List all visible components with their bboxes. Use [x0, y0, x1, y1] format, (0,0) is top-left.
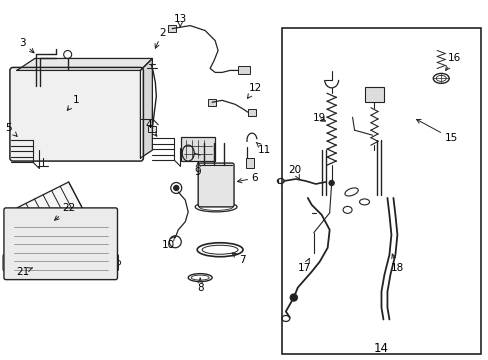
Text: 3: 3: [20, 37, 34, 53]
Bar: [247, 109, 255, 116]
Text: 15: 15: [416, 120, 457, 143]
FancyBboxPatch shape: [3, 255, 15, 271]
Bar: [208, 99, 216, 106]
Text: 16: 16: [445, 54, 460, 71]
Text: 2: 2: [155, 28, 165, 48]
Text: 19: 19: [312, 113, 325, 123]
FancyBboxPatch shape: [106, 255, 118, 271]
Text: 22: 22: [55, 203, 75, 220]
FancyBboxPatch shape: [10, 67, 143, 161]
Polygon shape: [9, 182, 90, 254]
Polygon shape: [17, 58, 152, 71]
Text: 13: 13: [173, 14, 186, 27]
Bar: [205, 181, 219, 195]
Text: 7: 7: [232, 253, 245, 265]
Text: 11: 11: [256, 142, 271, 155]
Text: 1: 1: [67, 95, 79, 111]
Text: 10: 10: [162, 236, 175, 250]
Text: 5: 5: [5, 123, 17, 136]
Text: 18: 18: [390, 254, 403, 273]
Circle shape: [173, 185, 179, 190]
Bar: [245, 158, 253, 168]
FancyBboxPatch shape: [4, 208, 117, 280]
Text: 14: 14: [373, 342, 388, 355]
Text: 6: 6: [237, 173, 258, 183]
Bar: [238, 67, 249, 75]
Bar: [281, 28, 480, 354]
Text: 21: 21: [16, 267, 32, 276]
Bar: [364, 87, 384, 102]
Bar: [148, 126, 156, 132]
Circle shape: [328, 180, 333, 185]
FancyBboxPatch shape: [198, 163, 234, 207]
Polygon shape: [140, 58, 152, 158]
Text: 17: 17: [298, 258, 311, 273]
Text: 12: 12: [247, 84, 261, 98]
Text: 20: 20: [287, 165, 301, 179]
Bar: [168, 24, 176, 32]
Text: 4: 4: [145, 120, 157, 136]
Circle shape: [290, 294, 297, 301]
FancyBboxPatch shape: [181, 137, 215, 161]
Text: 9: 9: [195, 162, 201, 177]
Text: 8: 8: [197, 278, 203, 293]
